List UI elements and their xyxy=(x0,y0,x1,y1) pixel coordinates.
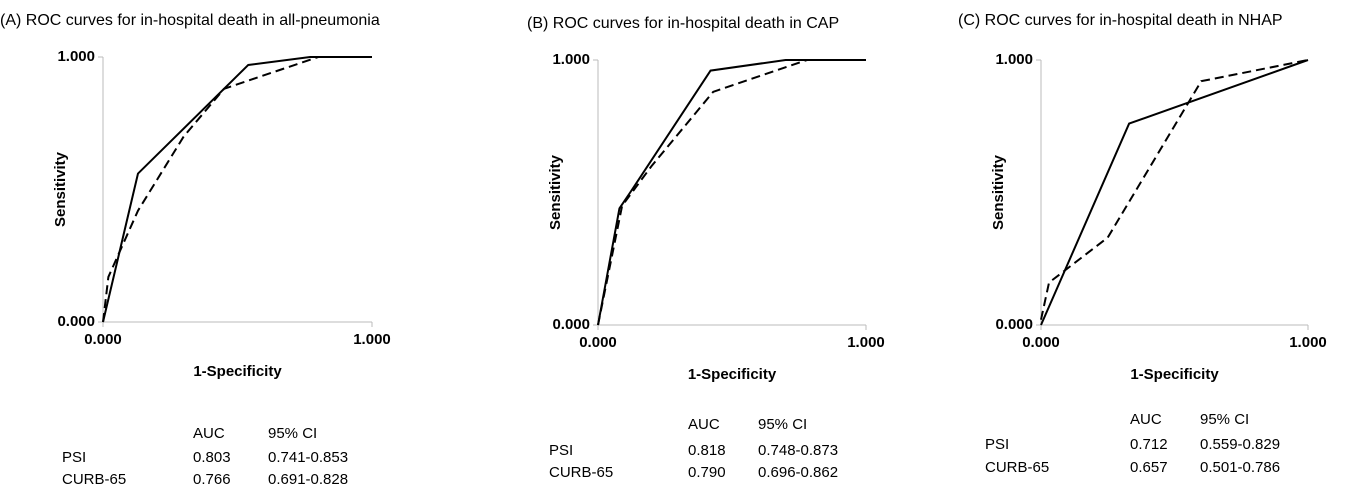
chart-title: (C) ROC curves for in-hospital death in … xyxy=(958,12,1283,29)
table-ci: 0.691-0.828 xyxy=(268,471,348,488)
table-row-name: CURB-65 xyxy=(985,459,1049,476)
y-tick-label: 1.000 xyxy=(995,51,1033,68)
roc-curve xyxy=(102,56,372,323)
table-row-name: CURB-65 xyxy=(549,464,613,481)
table-header: AUC xyxy=(193,425,225,442)
table-header: 95% CI xyxy=(1200,411,1249,428)
x-tick-label: 1.000 xyxy=(847,334,885,351)
table-auc: 0.766 xyxy=(193,471,231,488)
y-tick-label: 0.000 xyxy=(995,316,1033,333)
y-tick-label: 1.000 xyxy=(57,48,95,65)
table-auc: 0.803 xyxy=(193,449,231,466)
table-auc: 0.657 xyxy=(1130,459,1168,476)
table-header: AUC xyxy=(688,416,720,433)
chart-title: (A) ROC curves for in-hospital death in … xyxy=(0,12,380,29)
y-tick-label: 0.000 xyxy=(57,313,95,330)
y-axis-label: Sensitivity xyxy=(990,154,1007,230)
x-tick-label: 1.000 xyxy=(1289,334,1327,351)
table-ci: 0.559-0.829 xyxy=(1200,436,1280,453)
x-axis-label: 1-Specificity xyxy=(688,366,777,383)
x-tick-label: 0.000 xyxy=(579,334,617,351)
x-tick-label: 0.000 xyxy=(1022,334,1060,351)
roc-curve xyxy=(597,59,866,326)
roc-curve xyxy=(1040,59,1309,320)
table-row-name: PSI xyxy=(549,442,573,459)
y-axis-label: Sensitivity xyxy=(547,154,564,230)
table-row-name: PSI xyxy=(62,449,86,466)
roc-curve xyxy=(1040,59,1309,326)
table-header: AUC xyxy=(1130,411,1162,428)
table-header: 95% CI xyxy=(268,425,317,442)
y-tick-label: 1.000 xyxy=(552,51,590,68)
table-ci: 0.741-0.853 xyxy=(268,449,348,466)
table-auc: 0.712 xyxy=(1130,436,1168,453)
table-row-name: CURB-65 xyxy=(62,471,126,488)
table-ci: 0.501-0.786 xyxy=(1200,459,1280,476)
chart-title: (B) ROC curves for in-hospital death in … xyxy=(527,15,839,32)
table-ci: 0.696-0.862 xyxy=(758,464,838,481)
table-auc: 0.818 xyxy=(688,442,726,459)
table-row-name: PSI xyxy=(985,436,1009,453)
roc-curve xyxy=(102,56,372,323)
y-axis-label: Sensitivity xyxy=(52,151,69,227)
x-tick-label: 0.000 xyxy=(84,331,122,348)
x-tick-label: 1.000 xyxy=(353,331,391,348)
x-axis-label: 1-Specificity xyxy=(193,363,282,380)
table-header: 95% CI xyxy=(758,416,807,433)
table-auc: 0.790 xyxy=(688,464,726,481)
table-ci: 0.748-0.873 xyxy=(758,442,838,459)
y-tick-label: 0.000 xyxy=(552,316,590,333)
x-axis-label: 1-Specificity xyxy=(1130,366,1219,383)
roc-curve xyxy=(597,59,866,326)
